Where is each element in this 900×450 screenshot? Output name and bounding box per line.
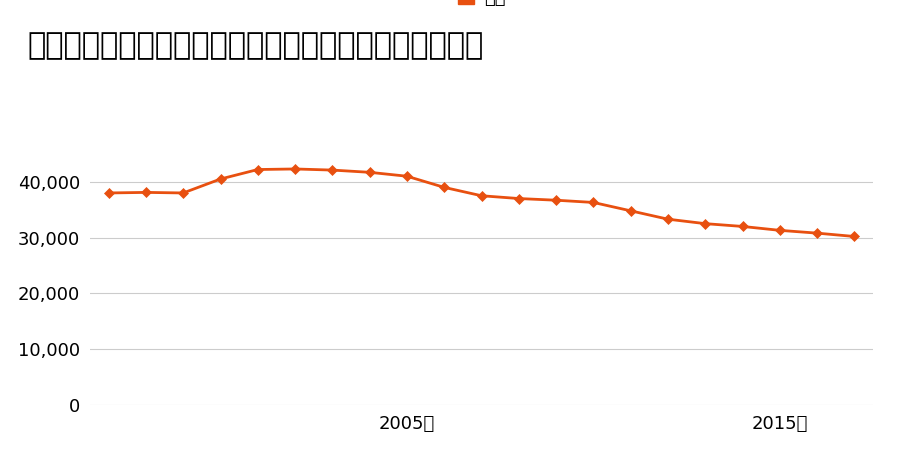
- Text: 佐賀県鳥栖市立石町字一本杉２０６８番１４の地価推移: 佐賀県鳥栖市立石町字一本杉２０６８番１４の地価推移: [27, 32, 483, 60]
- Legend: 価格: 価格: [450, 0, 513, 14]
